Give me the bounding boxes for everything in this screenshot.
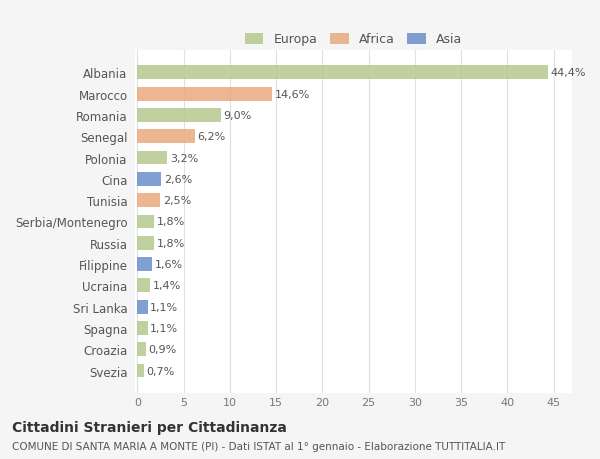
Bar — [137, 321, 148, 335]
Text: Cittadini Stranieri per Cittadinanza: Cittadini Stranieri per Cittadinanza — [12, 420, 287, 434]
Text: 14,6%: 14,6% — [275, 90, 310, 100]
Bar — [137, 279, 150, 293]
Text: 3,2%: 3,2% — [170, 153, 198, 163]
Text: 0,7%: 0,7% — [146, 366, 175, 376]
Text: 1,1%: 1,1% — [150, 302, 178, 312]
Bar — [137, 342, 146, 356]
Text: 9,0%: 9,0% — [223, 111, 251, 121]
Bar — [137, 364, 144, 378]
Bar — [137, 109, 221, 123]
Text: 2,5%: 2,5% — [163, 196, 191, 206]
Bar — [137, 173, 161, 186]
Bar — [137, 130, 194, 144]
Bar — [137, 215, 154, 229]
Text: 0,9%: 0,9% — [148, 344, 176, 354]
Text: 6,2%: 6,2% — [197, 132, 226, 142]
Bar — [137, 151, 167, 165]
Text: 1,6%: 1,6% — [155, 259, 183, 269]
Bar — [137, 88, 272, 101]
Bar — [137, 236, 154, 250]
Bar — [137, 257, 152, 271]
Bar — [137, 194, 160, 207]
Bar — [137, 67, 548, 80]
Text: 1,4%: 1,4% — [153, 281, 181, 291]
Bar — [137, 300, 148, 314]
Text: 2,6%: 2,6% — [164, 174, 193, 185]
Text: 1,8%: 1,8% — [157, 238, 185, 248]
Text: 1,1%: 1,1% — [150, 323, 178, 333]
Text: COMUNE DI SANTA MARIA A MONTE (PI) - Dati ISTAT al 1° gennaio - Elaborazione TUT: COMUNE DI SANTA MARIA A MONTE (PI) - Dat… — [12, 441, 505, 451]
Text: 44,4%: 44,4% — [551, 68, 586, 78]
Legend: Europa, Africa, Asia: Europa, Africa, Asia — [241, 30, 466, 50]
Text: 1,8%: 1,8% — [157, 217, 185, 227]
